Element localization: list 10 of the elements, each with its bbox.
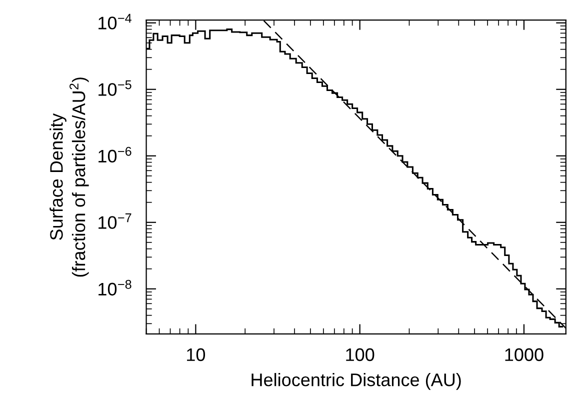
y-tick-label: 10$^{−4}$ xyxy=(98,14,132,30)
x-axis-title: Heliocentric Distance (AU) xyxy=(252,372,461,390)
x-tick-label: 10 xyxy=(187,348,206,362)
x-tick-label: 100 xyxy=(346,348,374,362)
y-tick-label: 10$^{−6}$ xyxy=(98,146,132,163)
y-tick-label: 10$^{−8}$ xyxy=(98,280,132,296)
y-axis-title: Surface Density (fraction of particles/AU$^{2}$) xyxy=(50,78,89,277)
y-tick-label: 10$^{−7}$ xyxy=(98,213,132,229)
x-tick-label: 1000 xyxy=(505,348,544,362)
y-tick-label: 10$^{−5}$ xyxy=(98,80,132,96)
